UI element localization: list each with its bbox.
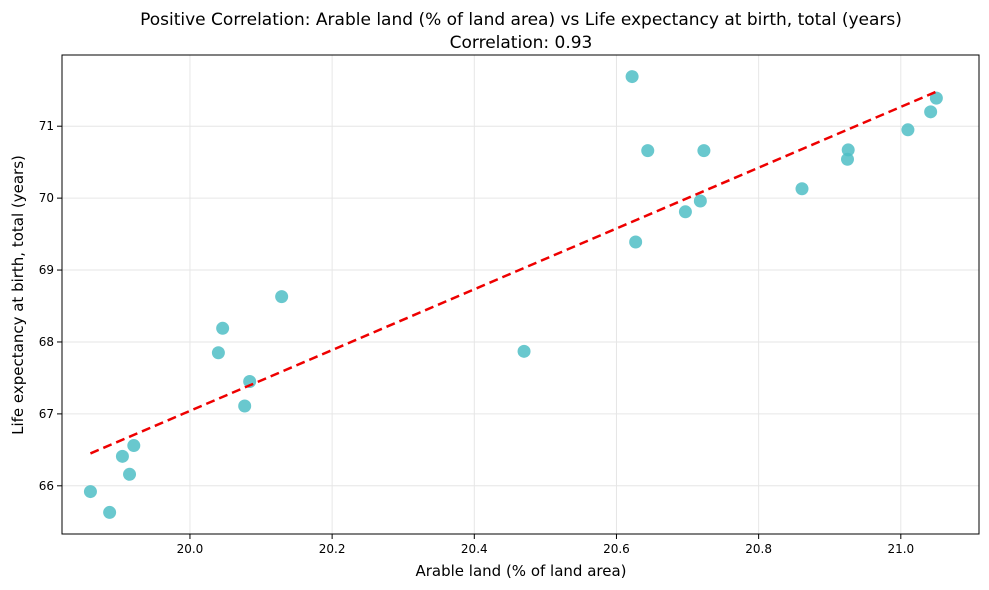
y-axis-label: Life expectancy at birth, total (years) (9, 155, 27, 435)
data-point (641, 144, 655, 158)
chart-subtitle: Correlation: 0.93 (450, 33, 593, 53)
y-tick-label: 69 (39, 263, 54, 277)
data-point (238, 399, 252, 413)
data-point (795, 182, 809, 196)
data-point (103, 505, 117, 519)
data-point (211, 346, 225, 360)
trendline (89, 90, 937, 455)
data-point (115, 449, 129, 463)
data-point (127, 439, 141, 453)
x-tick-label: 20.6 (603, 542, 630, 556)
x-tick-label: 20.4 (461, 542, 488, 556)
data-point (697, 144, 711, 158)
data-point (678, 205, 692, 219)
data-point (517, 344, 531, 358)
data-point (216, 321, 230, 335)
grid-lines (62, 55, 979, 534)
data-point (929, 91, 943, 105)
data-point (693, 194, 707, 208)
x-axis-ticks: 20.0 20.2 20.4 20.6 20.8 21.0 (177, 534, 914, 556)
data-point (841, 143, 855, 157)
data-point (840, 152, 854, 166)
data-point (83, 485, 97, 499)
plot-frame (61, 54, 980, 535)
data-point (625, 70, 639, 84)
chart-title: Positive Correlation: Arable land (% of … (140, 10, 902, 30)
x-tick-label: 21.0 (887, 542, 914, 556)
data-points (83, 70, 943, 519)
data-point (275, 290, 289, 304)
data-point (629, 235, 643, 249)
x-tick-label: 20.0 (177, 542, 204, 556)
data-point (123, 467, 137, 481)
y-tick-label: 71 (39, 119, 54, 133)
x-tick-label: 20.2 (319, 542, 346, 556)
data-point (924, 105, 938, 119)
y-tick-label: 67 (39, 407, 54, 421)
axes (61, 54, 980, 535)
data-point (901, 123, 915, 137)
trendline-group (89, 90, 937, 455)
x-axis-label: Arable land (% of land area) (415, 562, 626, 580)
y-axis-ticks: 66 67 68 69 70 71 (39, 119, 62, 493)
x-tick-label: 20.8 (745, 542, 772, 556)
y-tick-label: 70 (39, 191, 54, 205)
y-tick-label: 68 (39, 335, 54, 349)
y-tick-label: 66 (39, 479, 54, 493)
